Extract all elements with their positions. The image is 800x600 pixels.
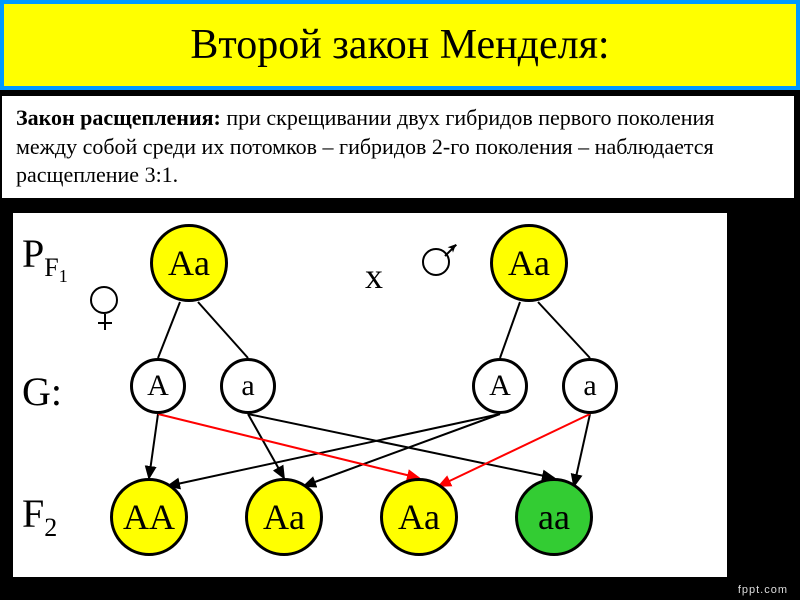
label-p: PF1 — [22, 230, 68, 287]
gamete-node: a — [562, 358, 618, 414]
label-g: G: — [22, 368, 62, 415]
description-text: Закон расщепления: при скрещивании двух … — [16, 104, 780, 190]
genotype-node: AA — [110, 478, 188, 556]
description-box: Закон расщепления: при скрещивании двух … — [0, 94, 796, 200]
description-bold: Закон расщепления: — [16, 105, 221, 130]
genotype-node: Aa — [245, 478, 323, 556]
gamete-node: A — [130, 358, 186, 414]
genotype-node: Aa — [150, 224, 228, 302]
genotype-node: Aa — [380, 478, 458, 556]
gamete-node: a — [220, 358, 276, 414]
male-symbol-icon: ➤ — [422, 248, 450, 276]
female-symbol-icon — [90, 286, 118, 314]
watermark: fppt.com — [738, 584, 788, 596]
label-p-sub: F1 — [44, 253, 67, 282]
genotype-node: Aa — [490, 224, 568, 302]
title-text: Второй закон Менделя: — [190, 21, 609, 69]
cross-symbol: x — [365, 255, 383, 297]
gamete-node: A — [472, 358, 528, 414]
title-bar: Второй закон Менделя: — [0, 0, 800, 90]
genotype-node: aa — [515, 478, 593, 556]
label-f2: F2 — [22, 490, 57, 543]
